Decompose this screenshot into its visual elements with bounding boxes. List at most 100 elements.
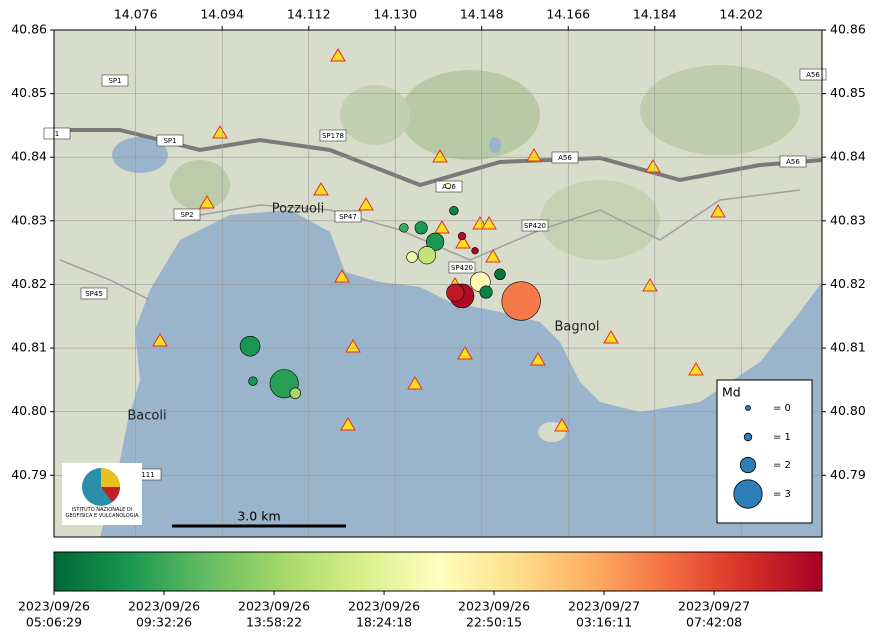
event	[446, 283, 465, 302]
road-label-box	[334, 210, 362, 223]
hill	[170, 160, 230, 210]
sea	[100, 210, 822, 537]
logo-part	[101, 468, 120, 487]
event	[445, 182, 452, 189]
legend: Md	[716, 379, 813, 524]
events	[239, 182, 541, 399]
road-label-box	[779, 155, 807, 168]
colorbar-tick-label: 2023/09/26	[458, 599, 530, 614]
place-label: Bagnol	[555, 320, 600, 335]
colorbar-tick-label: 2023/09/26	[238, 599, 310, 614]
y-tick-label: 40.83	[11, 212, 47, 227]
road-labels: SP1SP1SP178SP2SP47A56A56A56A56SP420SP420…	[43, 68, 827, 481]
colorbar-tick-label: 2023/09/26	[18, 599, 90, 614]
event	[414, 221, 428, 235]
y-tick-label: 40.86	[11, 22, 47, 37]
legend-marker	[745, 405, 751, 411]
y-tick-label-right: 40.86	[830, 22, 866, 37]
road-label: SP420	[524, 222, 546, 230]
colorbar-tick-label: 05:06:29	[26, 615, 82, 630]
road-label-box	[156, 134, 184, 147]
event	[417, 246, 437, 265]
y-tick-label-right: 40.84	[830, 149, 866, 164]
colorbar-tick-label: 07:42:08	[686, 615, 742, 630]
event	[494, 268, 506, 281]
colorbar-tick-label: 2023/09/26	[348, 599, 420, 614]
hill	[540, 180, 660, 260]
road-label: A56	[806, 71, 820, 79]
event	[457, 232, 467, 241]
colorbar-tick-label: 13:58:22	[246, 615, 302, 630]
x-tick-label: 14.112	[287, 7, 331, 22]
road-label-box	[101, 74, 129, 87]
road-label: SP420	[451, 264, 473, 272]
colorbar-tick-label: 03:16:11	[576, 615, 632, 630]
road-label-box	[551, 151, 579, 164]
colorbar-tick-label: 2023/09/26	[128, 599, 200, 614]
event	[406, 251, 418, 263]
legend-label: = 2	[773, 460, 791, 471]
event	[399, 223, 409, 233]
legend-box	[716, 379, 813, 524]
road-label: SP178	[322, 132, 344, 140]
y-tick-label: 40.82	[11, 276, 47, 291]
x-tick-label: 14.148	[460, 7, 504, 22]
hill	[640, 65, 800, 155]
colorbar-tick-label: 18:24:18	[356, 615, 412, 630]
y-tick-label: 40.85	[11, 85, 47, 100]
x-tick-label: 14.184	[633, 7, 677, 22]
hill	[400, 70, 540, 160]
road-label-box	[173, 208, 201, 221]
event	[501, 281, 541, 321]
legend-marker	[739, 456, 757, 474]
road-label-box	[43, 127, 71, 140]
logo-text: ISTITUTO NAZIONALE DI GEOFISICA E VULCAN…	[65, 507, 139, 519]
road-label: SP1	[163, 137, 176, 145]
logo-text-box: ISTITUTO NAZIONALE DI GEOFISICA E VULCAN…	[65, 507, 139, 519]
place-label: Bacoli	[127, 409, 166, 424]
legend-entries: = 0 = 1 = 2 = 3	[733, 403, 791, 509]
scale-bar-label: 3.0 km	[237, 509, 280, 524]
legend-marker	[733, 479, 763, 509]
logo: ISTITUTO NAZIONALE DI GEOFISICA E VULCAN…	[62, 463, 142, 525]
lake	[112, 137, 168, 173]
event	[479, 285, 493, 299]
x-tick-label: 14.076	[114, 7, 158, 22]
y-tick-label-right: 40.83	[830, 212, 866, 227]
legend-marker	[743, 432, 753, 442]
event	[449, 205, 459, 216]
road-label: SP1	[108, 77, 121, 85]
map-frame	[53, 29, 823, 538]
road-label: SP47	[339, 213, 357, 221]
y-tick-label: 40.79	[11, 467, 47, 482]
colorbar-tick-label: 09:32:26	[136, 615, 192, 630]
road-label-box	[319, 129, 347, 142]
colorbar-tick-label: 2023/09/27	[678, 599, 750, 614]
event	[426, 232, 445, 251]
y-tick-label-right: 40.82	[830, 276, 866, 291]
y-tick-label: 40.81	[11, 340, 47, 355]
event	[289, 387, 301, 399]
road-label: SP2	[180, 211, 193, 219]
stations	[152, 48, 726, 432]
road-label-box	[80, 287, 108, 300]
colorbar-tick-label: 2023/09/27	[568, 599, 640, 614]
event	[471, 247, 479, 255]
event	[248, 376, 258, 386]
grid	[54, 30, 822, 537]
logo-part	[101, 487, 120, 502]
lake	[489, 137, 501, 153]
road-label: SP45	[85, 290, 103, 298]
road-label: 1	[55, 130, 59, 138]
place-label: Pozzuoli	[272, 202, 324, 217]
y-tick-label-right: 40.85	[830, 85, 866, 100]
x-tick-label: 14.130	[373, 7, 417, 22]
x-tick-label: 14.094	[200, 7, 244, 22]
legend-label: = 1	[773, 432, 791, 443]
colorbar	[53, 551, 823, 592]
road-label: 111	[141, 471, 154, 479]
y-tick-label-right: 40.80	[830, 403, 866, 418]
legend-label: = 0	[773, 403, 791, 414]
basemap	[54, 30, 822, 537]
